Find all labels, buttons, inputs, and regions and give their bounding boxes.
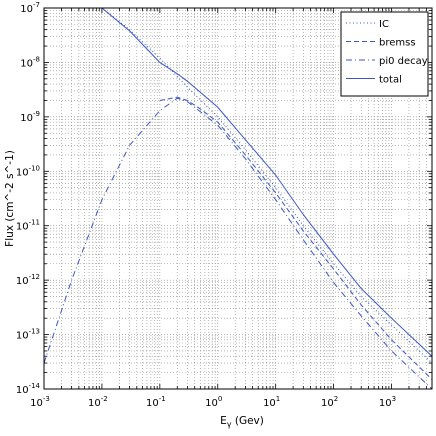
x-axis-label-unit: (Gev)	[232, 415, 264, 427]
x-tick-label-base: 10	[321, 398, 334, 409]
x-tick-label-exponent: 1	[276, 395, 280, 403]
legend-label: bremss	[379, 38, 416, 49]
y-tick-label-base: 10	[16, 385, 29, 396]
series-line-ic	[101, 7, 433, 364]
y-tick-label: 10-7	[20, 1, 40, 15]
legend-label: pi0 decay	[379, 56, 428, 67]
y-tick-label-exponent: -7	[33, 1, 40, 9]
y-axis-label: Flux (cm^-2 s^-1)	[4, 150, 16, 247]
series-line-pi0-decay	[43, 97, 433, 390]
y-tick-label-base: 10	[16, 167, 29, 178]
series-line-total	[101, 7, 433, 357]
legend: IC bremss pi0 decay total	[340, 11, 429, 97]
y-tick-label-base: 10	[20, 58, 33, 69]
x-tick-label-base: 10	[379, 398, 392, 409]
y-tick-label: 10-10	[16, 164, 40, 178]
x-tick-label: 10-2	[88, 395, 108, 409]
x-tick-label: 103	[379, 395, 396, 409]
legend-label: IC	[379, 19, 389, 30]
y-tick-label-exponent: -13	[29, 328, 40, 336]
x-tick-label-base: 10	[30, 398, 43, 409]
y-tick-label-base: 10	[16, 222, 29, 233]
x-tick-label: 102	[321, 395, 338, 409]
series-line-bremss	[159, 96, 433, 380]
x-axis-label-subscript: γ	[227, 420, 232, 429]
x-tick-label-exponent: -1	[159, 395, 166, 403]
x-tick-label: 10-3	[30, 395, 50, 409]
x-tick-label-exponent: 0	[218, 395, 222, 403]
y-tick-label: 10-8	[20, 55, 40, 69]
y-tick-label-exponent: -8	[33, 55, 40, 63]
y-tick-label: 10-11	[16, 219, 40, 233]
x-tick-label-exponent: 2	[334, 395, 338, 403]
x-tick-label-exponent: -3	[43, 395, 50, 403]
x-tick-label-base: 10	[88, 398, 101, 409]
x-tick-label-base: 10	[146, 398, 159, 409]
y-tick-label-base: 10	[20, 4, 33, 15]
legend-box	[340, 11, 429, 97]
x-tick-label: 100	[205, 395, 222, 409]
x-tick-label: 101	[263, 395, 280, 409]
y-tick-label-exponent: -11	[29, 219, 40, 227]
y-tick-label: 10-9	[20, 110, 40, 124]
legend-label: total	[379, 75, 402, 86]
x-tick-label-base: 10	[263, 398, 276, 409]
x-tick-label-base: 10	[205, 398, 218, 409]
plot-frame	[43, 7, 433, 390]
x-axis-label: Eγ (Gev)	[220, 415, 264, 429]
axis-ticks: 10-3 10-2 10-1 100 101 102 10310-1410-1310-121…	[16, 1, 433, 409]
y-tick-label-exponent: -14	[29, 382, 41, 390]
y-tick-label: 10-12	[16, 273, 40, 287]
series-group	[43, 7, 433, 390]
y-tick-label: 10-13	[16, 328, 40, 342]
y-tick-label-exponent: -10	[29, 164, 40, 172]
x-axis-label-base: E	[220, 415, 227, 427]
y-tick-label-exponent: -9	[33, 110, 40, 118]
x-tick-label: 10-1	[146, 395, 166, 409]
y-tick-label-exponent: -12	[29, 273, 40, 281]
y-tick-label-base: 10	[16, 331, 29, 342]
x-tick-label-exponent: -2	[101, 395, 108, 403]
y-tick-label-base: 10	[20, 113, 33, 124]
y-tick-label: 10-14	[16, 382, 41, 396]
x-tick-label-exponent: 3	[392, 395, 396, 403]
y-tick-label-base: 10	[16, 276, 29, 287]
